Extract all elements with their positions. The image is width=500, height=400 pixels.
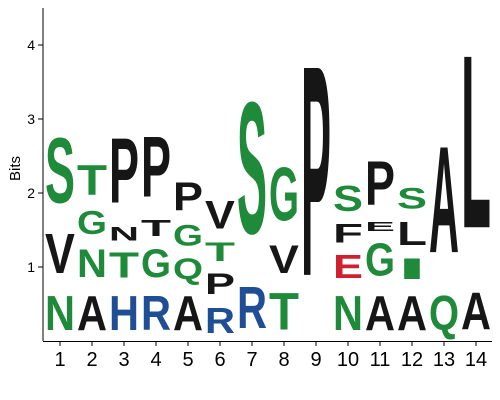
x-tick-label: 7 <box>246 349 257 371</box>
x-tick-label: 2 <box>86 349 97 371</box>
logo-letter-e: E <box>333 249 363 286</box>
logo-letter-t: T <box>205 238 235 267</box>
logo-letter-t: T <box>109 246 139 286</box>
x-tick-label: 12 <box>401 349 423 371</box>
logo-letter-l: L <box>461 3 491 280</box>
logo-letter-n: N <box>109 223 139 245</box>
logo-letter-g: G <box>77 204 107 241</box>
logo-letter-a: A <box>77 286 107 341</box>
logo-letter-r: R <box>205 301 235 341</box>
x-tick-label: 4 <box>150 349 161 371</box>
logo-letter-a: A <box>461 283 491 342</box>
logo-letter-n: N <box>77 241 107 286</box>
logo-letter-l: L <box>397 215 427 252</box>
y-tick-label: 4 <box>27 37 35 53</box>
logo-letter-t: T <box>141 216 172 242</box>
logo-letter-s: S <box>397 182 427 216</box>
logo-letter-s: S <box>45 120 75 223</box>
x-tick-label: 14 <box>465 349 487 371</box>
logo-letter-a: A <box>173 286 203 341</box>
logo-letter-n: N <box>333 286 363 341</box>
x-tick-label: 9 <box>310 349 321 371</box>
y-tick-label: 1 <box>27 259 35 275</box>
logo-letter-p: P <box>205 267 235 301</box>
x-tick-label: 6 <box>214 349 225 371</box>
y-axis: 1 2 3 4 <box>27 8 44 341</box>
logo-letter-g: G <box>269 151 299 237</box>
x-axis: 1 2 3 4 5 6 7 8 9 10 11 12 13 14 <box>43 341 492 371</box>
logo-letter-p: P <box>173 175 203 219</box>
y-tick-label: 2 <box>27 185 35 201</box>
logo-letter-p: P <box>301 2 331 339</box>
logo-letter-h: H <box>109 286 139 341</box>
x-tick-label: 8 <box>278 349 289 371</box>
logo-letter-s: S <box>237 64 267 274</box>
logo-letter-a: A <box>365 286 395 341</box>
logo-letter-v: V <box>205 193 235 237</box>
logo-letter-f: F <box>333 219 363 248</box>
logo-letter-i: I <box>397 252 427 285</box>
logo-letter-a: A <box>397 286 427 341</box>
x-tick-label: 3 <box>118 349 129 371</box>
x-tick-label: 1 <box>54 349 65 371</box>
logo-letter-p: P <box>141 119 171 215</box>
y-axis-label-group: Bits <box>7 156 24 181</box>
x-tick-label: 13 <box>433 349 455 371</box>
y-tick-label: 3 <box>27 111 35 127</box>
logo-letter-t: T <box>77 156 107 204</box>
y-axis-label: Bits <box>7 156 24 181</box>
logo-letter-e: E <box>365 219 395 234</box>
logo-letter-v: V <box>269 237 299 281</box>
logo-letter-p: P <box>109 120 139 223</box>
x-tick-label: 11 <box>370 349 391 371</box>
logo-letter-r: R <box>141 286 171 341</box>
logo-letter-q: Q <box>173 253 203 286</box>
logo-letter-v: V <box>45 222 75 285</box>
logo-letter-a: A <box>429 114 459 285</box>
logo-letter-g: G <box>365 234 395 286</box>
logo-letter-g: G <box>141 242 171 286</box>
x-tick-label: 10 <box>337 349 359 371</box>
logo-letter-p: P <box>365 149 395 219</box>
logo-letter-n: N <box>45 286 75 341</box>
logo-letter-r: R <box>237 275 267 341</box>
logo-letter-s: S <box>333 178 363 219</box>
logo-letter-q: Q <box>429 287 459 342</box>
logo-letter-t: T <box>269 282 299 341</box>
logo-letter-g: G <box>173 220 203 253</box>
x-tick-label: 5 <box>182 349 193 371</box>
